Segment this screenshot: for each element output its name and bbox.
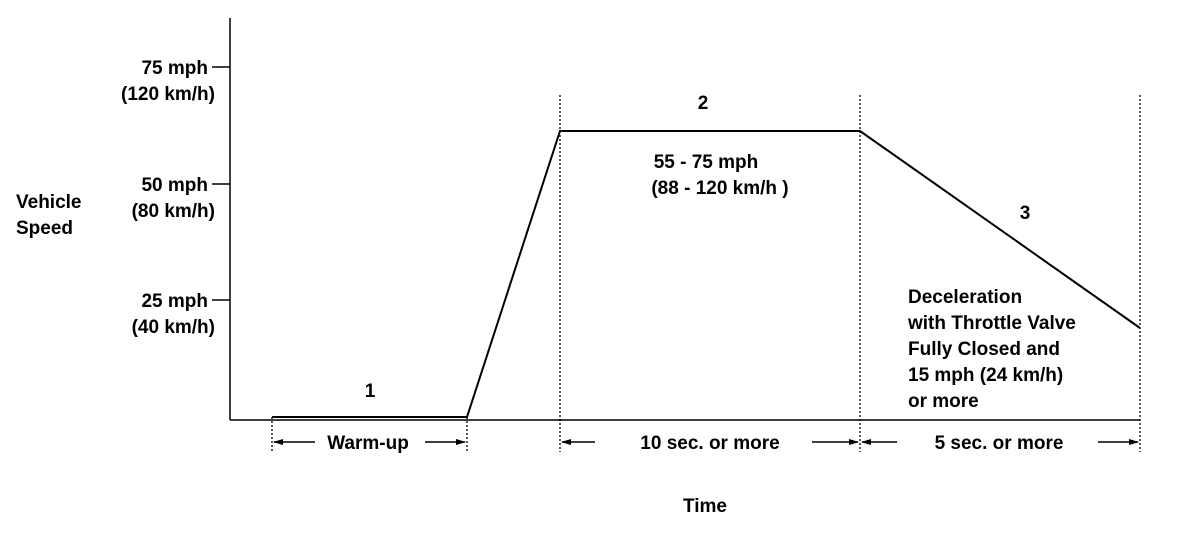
y-axis-title: Speed — [16, 218, 73, 239]
phase-number: 3 — [1020, 203, 1031, 224]
phase-note: or more — [908, 391, 979, 412]
phase-note: 15 mph (24 km/h) — [908, 365, 1063, 386]
phase-note: Deceleration — [908, 287, 1022, 308]
y-tick-label-kmh: (120 km/h) — [121, 84, 215, 105]
y-axis-title: Vehicle — [16, 192, 82, 213]
phase-speed-label: 55 - 75 mph — [654, 152, 759, 173]
y-tick-label-kmh: (80 km/h) — [132, 201, 215, 222]
y-tick-label-mph: 50 mph — [141, 175, 208, 196]
duration-label: 10 sec. or more — [640, 433, 779, 454]
phase-number: 1 — [365, 381, 376, 402]
phase-speed-label: (88 - 120 km/h ) — [651, 178, 788, 199]
y-tick-label-mph: 25 mph — [141, 291, 208, 312]
duration-label: Warm-up — [327, 433, 409, 454]
duration-label: 5 sec. or more — [935, 433, 1064, 454]
phase-number: 2 — [698, 93, 709, 114]
x-axis-title: Time — [683, 496, 727, 517]
y-tick-label-kmh: (40 km/h) — [132, 317, 215, 338]
y-tick-label-mph: 75 mph — [141, 58, 208, 79]
phase-note: with Throttle Valve — [907, 313, 1076, 334]
phase-note: Fully Closed and — [908, 339, 1060, 360]
